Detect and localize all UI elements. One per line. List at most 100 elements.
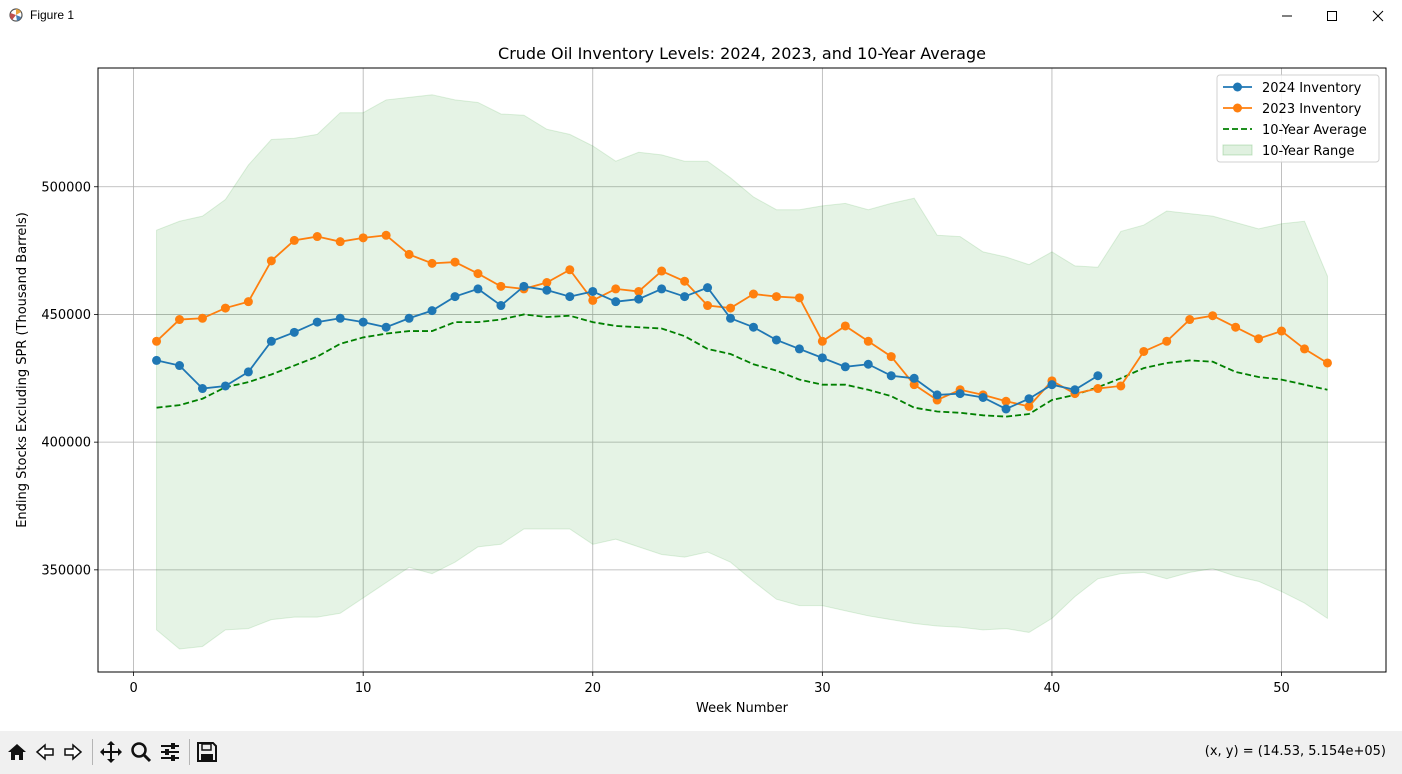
x-tick-label: 50 [1273, 681, 1290, 696]
series-2023-point [588, 295, 598, 305]
series-2023-point [1277, 326, 1287, 336]
series-2024-point [680, 292, 690, 302]
series-2024-point [703, 283, 713, 293]
series-2023-point [680, 276, 690, 286]
series-2024-point [381, 322, 391, 332]
save-button[interactable] [193, 737, 221, 767]
series-2024-point [450, 292, 460, 302]
series-2024-point [955, 389, 965, 399]
figure-canvas[interactable]: 0 10 20 30 40 50 350000 400000 450000 500000 Crud… [0, 31, 1402, 731]
series-2023-point [1024, 401, 1034, 411]
back-button[interactable] [31, 737, 59, 767]
back-icon [35, 743, 54, 761]
series-2023-point [1322, 358, 1332, 368]
title-bar: Figure 1 [0, 0, 1402, 32]
toolbar-separator [189, 739, 190, 765]
zoom-button[interactable] [127, 737, 155, 767]
series-2024-point [771, 335, 781, 345]
series-2023-point [657, 266, 667, 276]
maximize-button[interactable] [1309, 0, 1355, 31]
legend-label: 2023 Inventory [1262, 102, 1362, 117]
series-2023-point [863, 336, 873, 346]
series-2024-point [1070, 385, 1080, 395]
series-2023-point [703, 301, 713, 311]
series-2024-point [1093, 371, 1103, 381]
legend-label: 2024 Inventory [1262, 81, 1362, 96]
series-2024-point [289, 327, 299, 337]
series-2023-point [1231, 322, 1241, 332]
series-2023-point [726, 303, 736, 313]
series-2023-point [1162, 336, 1172, 346]
series-2023-point [771, 292, 781, 302]
series-2023-point [404, 249, 414, 259]
series-2024-point [565, 292, 575, 302]
series-2023-point [1116, 381, 1126, 391]
series-2024-point [886, 371, 896, 381]
legend: 2024 Inventory 2023 Inventory 10-Year Aver… [1216, 74, 1380, 163]
close-button[interactable] [1355, 0, 1401, 31]
series-2023-point [886, 352, 896, 362]
series-2023-point [358, 233, 368, 243]
series-2024-point [312, 317, 322, 327]
series-2024-point [611, 297, 621, 307]
series-2024-point [496, 301, 506, 311]
series-2023-point [266, 256, 276, 266]
y-tick-label: 350000 [41, 563, 91, 578]
series-2023-point [381, 230, 391, 240]
matplotlib-icon [9, 8, 23, 22]
x-tick-label: 10 [355, 681, 372, 696]
y-tick-label: 500000 [41, 180, 91, 195]
series-2023-point [794, 293, 804, 303]
series-2023-point [152, 336, 162, 346]
series-2024-point [427, 306, 437, 316]
series-2023-point [1254, 334, 1264, 344]
legend-swatch [1222, 144, 1253, 156]
series-2023-point [1185, 315, 1195, 325]
maximize-icon [1327, 10, 1337, 21]
minimize-button[interactable] [1264, 0, 1310, 31]
zoom-icon [131, 742, 152, 763]
series-2024-point [220, 381, 230, 391]
series-2023-point [748, 289, 758, 299]
x-axis-label: Week Number [696, 701, 789, 716]
series-2024-point [1047, 380, 1057, 390]
x-tick-label: 0 [129, 681, 137, 696]
series-2023-point [220, 303, 230, 313]
home-button[interactable] [3, 737, 31, 767]
pan-button[interactable] [97, 737, 125, 767]
configure-subplots-button[interactable] [156, 737, 184, 767]
chart-title: Crude Oil Inventory Levels: 2024, 2023, … [498, 44, 986, 63]
series-2024-point [519, 281, 529, 291]
cursor-coordinates: (x, y) = (14.53, 5.154e+05) [1204, 744, 1386, 759]
navigation-toolbar: (x, y) = (14.53, 5.154e+05) [0, 731, 1402, 774]
series-2024-point [794, 344, 804, 354]
series-2024-point [588, 286, 598, 296]
x-tick-label: 30 [814, 681, 831, 696]
series-2023-point [243, 297, 253, 307]
series-2024-point [404, 313, 414, 323]
toolbar-separator [92, 739, 93, 765]
series-2023-point [542, 278, 552, 288]
chart: 0 10 20 30 40 50 350000 400000 450000 500000 Crud… [15, 44, 1387, 716]
series-2023-point [496, 281, 506, 291]
grid-lines [98, 68, 1386, 672]
range-band [156, 94, 1328, 650]
series-2023-point [473, 269, 483, 279]
series-2023-point [427, 258, 437, 268]
series-2023-point [175, 315, 185, 325]
series-2024-point [243, 367, 253, 377]
legend-box [1216, 74, 1380, 163]
forward-button[interactable] [59, 737, 87, 767]
series-2023-line [155, 234, 1328, 408]
series-2024-point [932, 390, 942, 400]
configure-subplots-icon [161, 743, 179, 761]
axes-frame [97, 67, 1387, 673]
series-2023-point [197, 313, 207, 323]
series-2023-point [817, 336, 827, 346]
pan-icon [100, 741, 122, 763]
series-2024-point [817, 353, 827, 363]
series-2023-point [565, 265, 575, 275]
legend-marker [1233, 103, 1242, 113]
window-title: Figure 1 [30, 8, 75, 22]
minimize-icon [1282, 15, 1292, 16]
